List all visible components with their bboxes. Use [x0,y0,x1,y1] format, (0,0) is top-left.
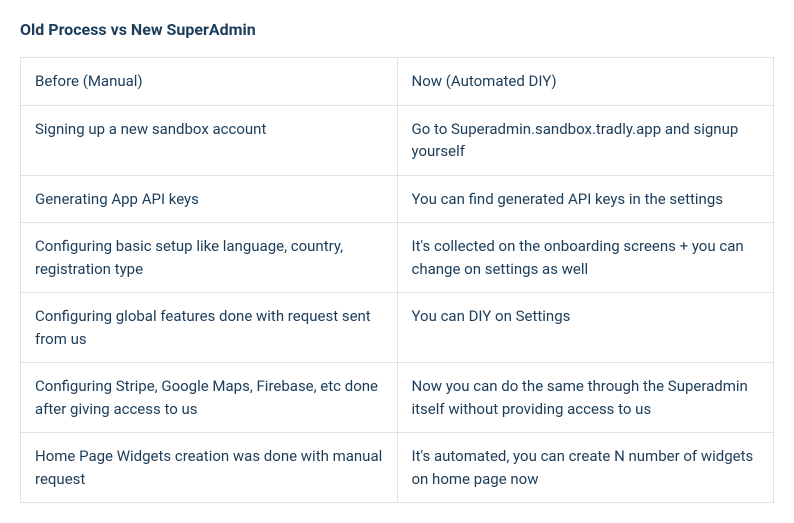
table-cell: You can find generated API keys in the s… [397,175,774,223]
section-heading: Old Process vs New SuperAdmin [20,20,774,39]
table-header-row: Before (Manual) Now (Automated DIY) [21,58,774,106]
table-cell: Signing up a new sandbox account [21,105,398,175]
table-cell: Generating App API keys [21,175,398,223]
table-header-cell: Now (Automated DIY) [397,58,774,106]
table-cell: It's automated, you can create N number … [397,433,774,503]
table-row: Signing up a new sandbox account Go to S… [21,105,774,175]
table-cell: Configuring Stripe, Google Maps, Firebas… [21,363,398,433]
table-cell: Go to Superadmin.sandbox.tradly.app and … [397,105,774,175]
comparison-table: Before (Manual) Now (Automated DIY) Sign… [20,57,774,503]
table-cell: Configuring global features done with re… [21,293,398,363]
table-row: Configuring Stripe, Google Maps, Firebas… [21,363,774,433]
table-row: Configuring global features done with re… [21,293,774,363]
table-row: Home Page Widgets creation was done with… [21,433,774,503]
table-cell: Home Page Widgets creation was done with… [21,433,398,503]
table-row: Generating App API keys You can find gen… [21,175,774,223]
table-cell: Configuring basic setup like language, c… [21,223,398,293]
table-cell: You can DIY on Settings [397,293,774,363]
table-row: Configuring basic setup like language, c… [21,223,774,293]
table-cell: Now you can do the same through the Supe… [397,363,774,433]
table-cell: It's collected on the onboarding screens… [397,223,774,293]
table-header-cell: Before (Manual) [21,58,398,106]
